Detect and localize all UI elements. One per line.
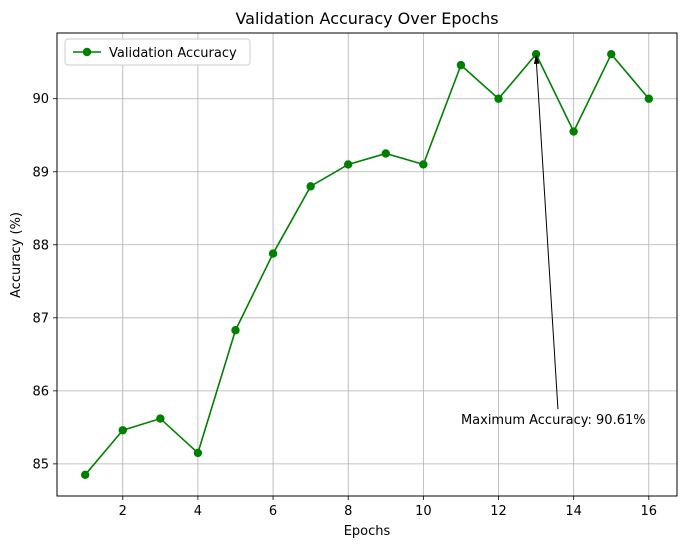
- x-tick-label: 6: [269, 504, 277, 519]
- data-point: [644, 94, 654, 103]
- y-tick-label: 85: [32, 457, 49, 472]
- data-point: [306, 182, 315, 191]
- annotation: Maximum Accuracy: 90.61%: [461, 54, 646, 428]
- data-point: [419, 160, 428, 169]
- data-point: [607, 49, 616, 59]
- data-point: [80, 470, 90, 480]
- y-tick-label: 88: [32, 238, 49, 253]
- axis-ticks: 2 4 6 8 10 12 14 16 85 86 87 88 89 90: [32, 92, 657, 519]
- grid-lines: [57, 33, 677, 496]
- y-tick-label: 87: [32, 311, 49, 326]
- data-point: [268, 249, 278, 258]
- x-tick-label: 10: [415, 504, 432, 519]
- x-tick-label: 12: [490, 504, 507, 519]
- data-point: [193, 448, 203, 458]
- y-tick-label: 89: [32, 165, 49, 180]
- x-tick-label: 2: [119, 504, 127, 519]
- x-axis-label: Epochs: [344, 524, 391, 539]
- data-point: [494, 94, 503, 103]
- data-point: [118, 426, 127, 435]
- data-point: [381, 149, 390, 158]
- annotation-arrow: [535, 57, 559, 410]
- legend: Validation Accuracy: [64, 38, 251, 66]
- chart-title: Validation Accuracy Over Epochs: [235, 9, 498, 28]
- data-point: [156, 414, 165, 423]
- legend-box: [64, 38, 251, 66]
- legend-marker: [82, 47, 92, 57]
- x-tick-label: 14: [565, 504, 582, 519]
- annotation-arrowhead: [533, 54, 540, 64]
- x-tick-label: 8: [344, 504, 352, 519]
- y-axis-label: Accuracy (%): [9, 212, 24, 298]
- y-tick-label: 90: [32, 92, 49, 107]
- series-line: [84, 52, 650, 476]
- data-point: [456, 60, 466, 70]
- legend-label: Validation Accuracy: [109, 46, 237, 61]
- data-point: [569, 127, 578, 136]
- data-point: [344, 160, 353, 169]
- x-tick-label: 4: [194, 504, 202, 519]
- y-tick-label: 86: [32, 384, 49, 399]
- annotation-label: Maximum Accuracy: 90.61%: [461, 413, 646, 428]
- series-layer: [80, 49, 654, 480]
- data-point: [231, 326, 240, 335]
- x-tick-label: 16: [641, 504, 658, 519]
- plot-frame: [56, 32, 678, 497]
